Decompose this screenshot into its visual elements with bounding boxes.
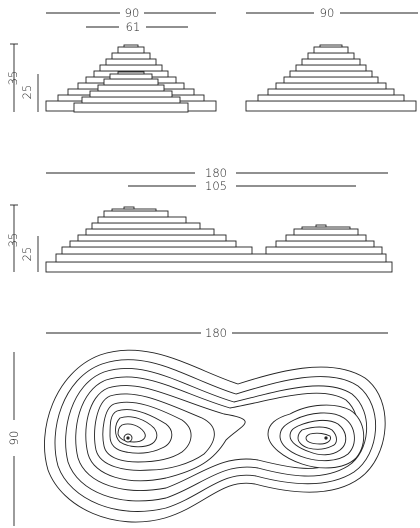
dimension-label-depth-plan: 90 <box>7 431 21 446</box>
dimension-lower-height-side: 25 <box>20 236 39 272</box>
dimension-inner-width-left: 61 <box>86 20 188 34</box>
dimension-label-lower-height-left: 25 <box>20 85 34 100</box>
dimension-width-side: 180 <box>46 166 388 180</box>
stacked-slabs-right <box>245 44 417 112</box>
dimension-label-inner-width-side: 105 <box>205 179 227 193</box>
dimension-lower-height-left: 25 <box>20 74 39 112</box>
front-view-left: 90 61 35 25 <box>6 6 217 113</box>
plan-view: 180 90 <box>7 326 388 526</box>
dimension-height-side: 35 <box>6 204 20 272</box>
dimension-height-left: 35 <box>6 43 20 112</box>
stacked-slabs-side <box>45 206 393 273</box>
top-marker-right <box>324 436 328 440</box>
dimension-width-left: 90 <box>46 6 216 20</box>
dimension-label-height-left: 35 <box>6 71 20 86</box>
dimension-label-width-left: 90 <box>125 6 140 20</box>
side-view: 180 105 35 25 <box>6 166 393 273</box>
front-view-right: 90 <box>245 6 418 112</box>
dimension-width-right: 90 <box>246 6 418 20</box>
dimension-label-inner-width-left: 61 <box>126 20 141 34</box>
dimension-inner-width-side: 105 <box>128 179 356 193</box>
dimension-label-width-side: 180 <box>205 166 227 180</box>
dimension-label-height-side: 35 <box>6 233 20 248</box>
contour-rings <box>44 349 386 523</box>
dimension-label-lower-height-side: 25 <box>20 247 34 262</box>
dimension-label-width-plan: 180 <box>205 326 227 340</box>
dimension-width-plan: 180 <box>46 326 388 340</box>
dimension-depth-plan: 90 <box>7 352 21 526</box>
dimension-label-width-right: 90 <box>320 6 335 20</box>
top-marker-left <box>123 433 133 443</box>
stacked-slabs-front <box>73 71 189 113</box>
